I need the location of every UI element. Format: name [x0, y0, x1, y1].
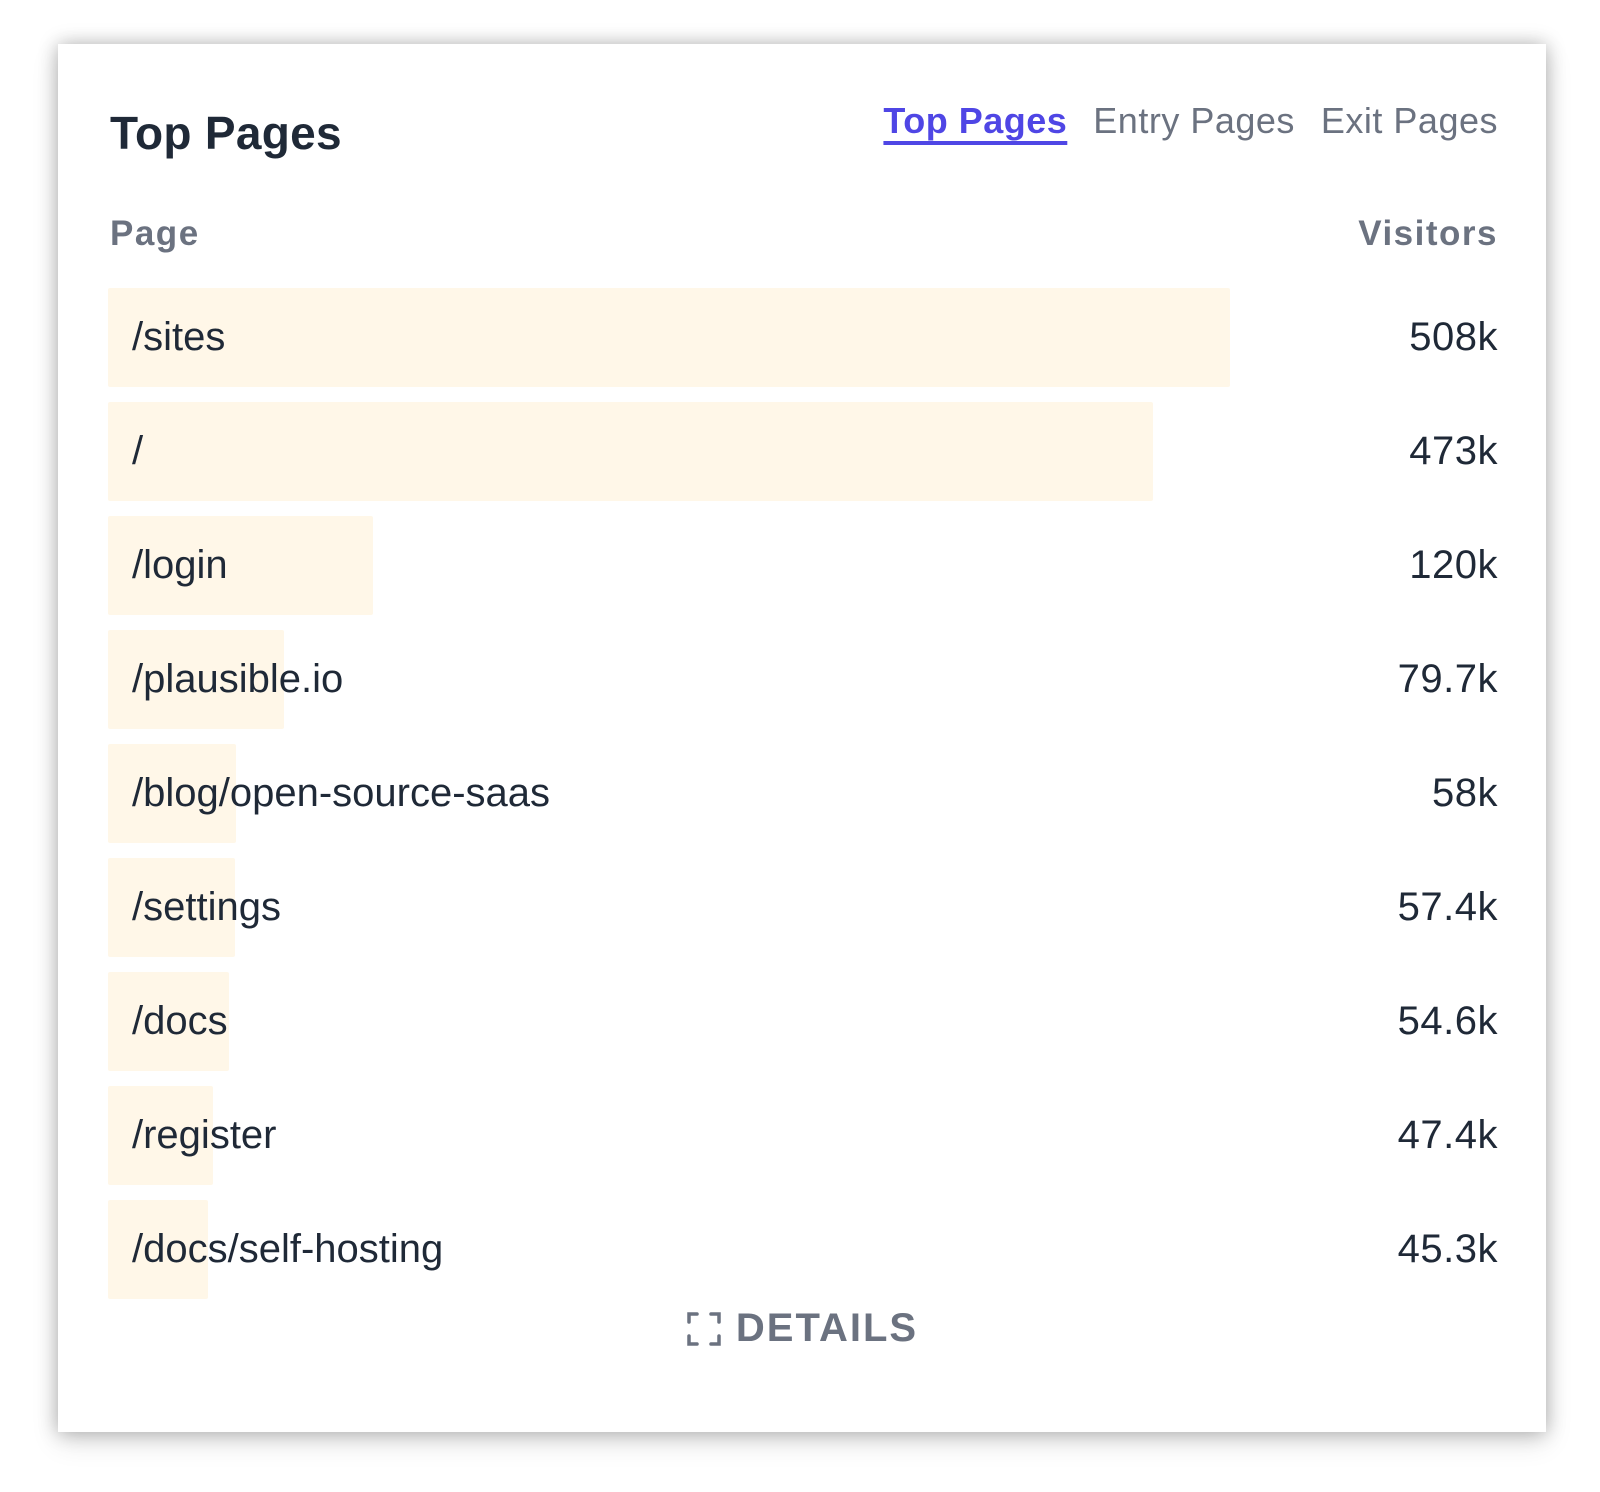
visitor-bar: [108, 972, 229, 1071]
visitor-bar: [108, 858, 235, 957]
page-path[interactable]: /login: [132, 543, 228, 587]
column-header-visitors: Visitors: [1358, 214, 1498, 253]
visitor-count: 45.3k: [1397, 1227, 1498, 1271]
page-path[interactable]: /blog/open-source-saas: [132, 771, 551, 815]
table-row[interactable]: /plausible.io 79.7k: [108, 630, 1498, 729]
visitor-bar: [108, 288, 1230, 387]
table-row[interactable]: /blog/open-source-saas 58k: [108, 744, 1498, 843]
page-path[interactable]: /settings: [132, 885, 281, 929]
page-path[interactable]: /docs: [132, 999, 228, 1043]
table-row[interactable]: /sites 508k: [108, 288, 1498, 387]
visitor-count: 54.6k: [1397, 999, 1498, 1043]
table-row[interactable]: /login 120k: [108, 516, 1498, 615]
page-path[interactable]: /docs/self-hosting: [132, 1227, 444, 1271]
tab-top-pages[interactable]: Top Pages: [883, 100, 1068, 141]
tab-bar: Top Pages Entry Pages Exit Pages: [883, 100, 1498, 142]
page-path[interactable]: /plausible.io: [132, 657, 344, 701]
visitor-count: 47.4k: [1397, 1113, 1498, 1157]
table-row[interactable]: /docs 54.6k: [108, 972, 1498, 1071]
page-path[interactable]: /register: [132, 1113, 277, 1157]
table-row[interactable]: /docs/self-hosting 45.3k: [108, 1200, 1498, 1299]
top-pages-card: Top Pages Top Pages Entry Pages Exit Pag…: [58, 44, 1546, 1432]
details-button[interactable]: DETAILS: [58, 1306, 1546, 1351]
visitor-bar: [108, 630, 284, 729]
visitor-count: 79.7k: [1397, 657, 1498, 701]
visitor-count: 58k: [1432, 771, 1498, 815]
expand-icon: [686, 1311, 722, 1347]
table-row[interactable]: / 473k: [108, 402, 1498, 501]
visitor-count: 508k: [1409, 315, 1498, 359]
visitor-count: 120k: [1409, 543, 1498, 587]
page-path[interactable]: /sites: [132, 315, 226, 359]
card-title: Top Pages: [110, 107, 342, 159]
visitor-bar: [108, 402, 1153, 501]
details-label: DETAILS: [735, 1306, 919, 1350]
visitor-bar: [108, 744, 236, 843]
visitor-count: 57.4k: [1397, 885, 1498, 929]
pages-list: /sites 508k / 473k/login 120k/plausible.io 79…: [108, 288, 1498, 1314]
visitor-bar: [108, 516, 373, 615]
table-row[interactable]: /register 47.4k: [108, 1086, 1498, 1185]
visitor-bar: [108, 1086, 213, 1185]
visitor-count: 473k: [1409, 429, 1498, 473]
visitor-bar: [108, 1200, 208, 1299]
column-header-page: Page: [110, 214, 200, 253]
table-row[interactable]: /settings 57.4k: [108, 858, 1498, 957]
tab-entry-pages[interactable]: Entry Pages: [1093, 100, 1295, 141]
page-path[interactable]: /: [132, 429, 144, 473]
tab-exit-pages[interactable]: Exit Pages: [1320, 100, 1498, 141]
